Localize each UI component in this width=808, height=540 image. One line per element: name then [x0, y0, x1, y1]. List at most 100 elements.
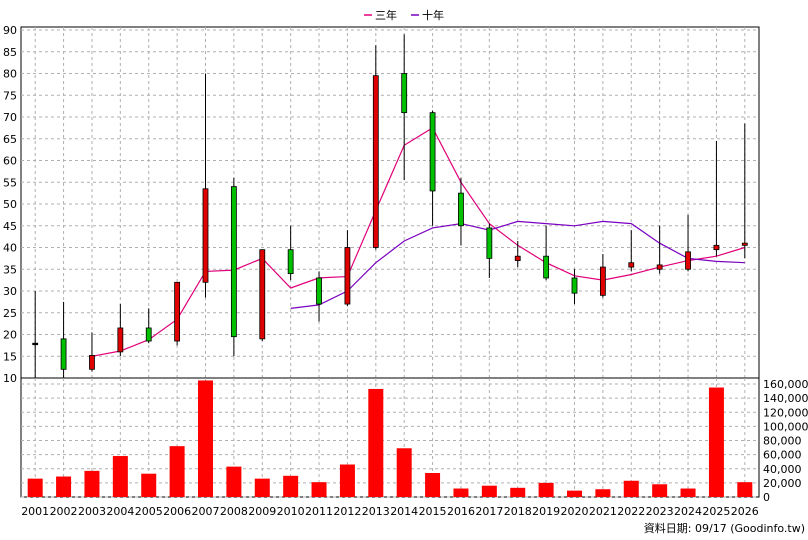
candle-body — [259, 249, 266, 340]
price-tick-label: 15 — [3, 350, 17, 363]
price-tick-label: 90 — [3, 24, 17, 37]
x-axis: 2001 2002 2003 2004 2005 2006 2007 2008 2009 2010… — [21, 505, 759, 518]
candle-body — [429, 112, 436, 192]
candle — [259, 249, 266, 342]
candle-body — [202, 188, 209, 283]
candle-body — [713, 244, 720, 251]
candle — [401, 34, 408, 181]
price-tick-label: 70 — [3, 111, 17, 124]
volume-bar — [453, 488, 469, 497]
x-tick-label: 2002 — [50, 505, 78, 518]
x-tick-label: 2026 — [731, 505, 759, 518]
volume-bar — [708, 387, 724, 497]
x-tick-label: 2017 — [475, 505, 503, 518]
candle-body — [117, 327, 124, 353]
volume-bar — [84, 470, 100, 497]
volume-tick-label: 60,000 — [763, 449, 802, 462]
candle-body — [656, 264, 663, 270]
candle — [571, 269, 578, 305]
candle — [372, 45, 379, 250]
x-tick-label: 2013 — [362, 505, 390, 518]
x-tick-label: 2016 — [447, 505, 475, 518]
price-tick-label: 40 — [3, 242, 17, 255]
x-tick-label: 2023 — [646, 505, 674, 518]
x-tick-label: 2006 — [163, 505, 191, 518]
x-tick-label: 2025 — [702, 505, 730, 518]
price-panel: 10 15 20 25 30 35 40 45 50 55 60 65 70 75 80 85 90 — [3, 24, 760, 385]
x-tick-label: 2009 — [248, 505, 276, 518]
x-tick-label: 2015 — [419, 505, 447, 518]
price-plot-frame — [20, 26, 760, 379]
candle-body — [628, 262, 635, 268]
x-tick-label: 2018 — [504, 505, 532, 518]
price-tick-label: 80 — [3, 68, 17, 81]
volume-bar — [623, 480, 639, 497]
volume-bar — [510, 487, 526, 497]
candle-body — [60, 338, 67, 370]
candle — [145, 308, 152, 344]
candle-body — [344, 247, 351, 305]
price-tick-label: 20 — [3, 329, 17, 342]
volume-bar — [169, 446, 185, 497]
volume-bar — [538, 482, 554, 497]
volume-tick-label: 40,000 — [763, 463, 802, 476]
candle-body — [145, 327, 152, 342]
volume-bar — [481, 485, 497, 497]
x-tick-label: 2004 — [106, 505, 134, 518]
volume-tick-label: 160,000 — [763, 378, 808, 391]
price-tick-label: 45 — [3, 220, 17, 233]
volume-bar — [425, 472, 441, 497]
candle-body — [486, 227, 493, 259]
candle-body — [372, 75, 379, 248]
x-tick-label: 2024 — [674, 505, 702, 518]
price-tick-label: 50 — [3, 198, 17, 211]
candle — [287, 225, 294, 281]
volume-bar — [226, 466, 242, 497]
candle-body — [287, 249, 294, 275]
volume-bar — [595, 489, 611, 497]
candle — [599, 254, 606, 298]
source-footer: 資料日期: 09/17 (Goodinfo.tw) — [644, 521, 805, 535]
volume-bar — [56, 476, 72, 497]
volume-bar — [27, 478, 43, 497]
candle — [117, 304, 124, 357]
price-tick-label: 30 — [3, 285, 17, 298]
candle — [230, 177, 237, 357]
legend-ma10-label: 十年 — [422, 8, 444, 22]
candle — [713, 140, 720, 257]
price-tick-label: 65 — [3, 133, 17, 146]
x-tick-label: 2022 — [617, 505, 645, 518]
volume-tick-label: 20,000 — [763, 477, 802, 490]
candle-body — [685, 251, 691, 270]
volume-tick-label: 120,000 — [763, 406, 808, 419]
x-tick-label: 2011 — [305, 505, 333, 518]
volume-plot-frame — [20, 377, 760, 498]
candle-body — [599, 266, 606, 296]
x-tick-label: 2019 — [532, 505, 560, 518]
x-tick-label: 2014 — [390, 505, 418, 518]
legend-ma3-label: 三年 — [375, 8, 397, 22]
candle — [316, 271, 322, 322]
volume-bar — [396, 448, 412, 497]
candle — [543, 225, 550, 281]
x-tick-label: 2012 — [333, 505, 361, 518]
candle-body — [458, 192, 464, 227]
volume-tick-label: 0 — [763, 491, 770, 504]
candle-body — [174, 281, 181, 342]
volume-bar — [368, 388, 384, 497]
price-tick-label: 55 — [3, 176, 17, 189]
x-tick-label: 2021 — [589, 505, 617, 518]
ma3-line — [91, 127, 745, 357]
candle — [429, 110, 436, 226]
x-tick-label: 2003 — [78, 505, 106, 518]
candle — [741, 123, 748, 259]
volume-bar — [652, 484, 668, 497]
volume-bar — [198, 380, 213, 497]
volume-bar — [283, 475, 299, 497]
candle — [458, 177, 464, 246]
candle-body — [89, 354, 95, 370]
candle-body — [514, 255, 521, 261]
candle — [656, 225, 663, 274]
x-tick-label: 2005 — [135, 505, 163, 518]
candle-body — [230, 186, 237, 338]
